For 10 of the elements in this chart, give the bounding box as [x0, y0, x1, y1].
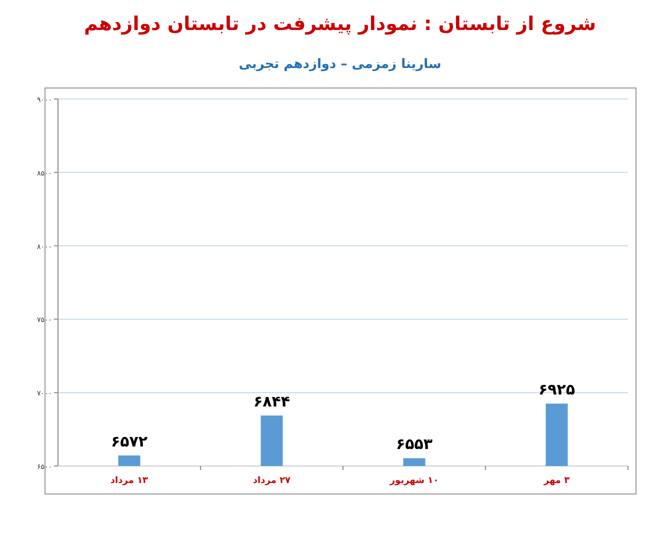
- x-tick-label: ۱۳ مرداد: [110, 476, 149, 486]
- x-tick-label: ۳ مهر: [542, 476, 570, 486]
- x-tick-label: ۲۷ مرداد: [252, 476, 292, 486]
- data-label: ۶۵۵۳: [396, 435, 433, 454]
- data-label: ۶۵۷۲: [110, 432, 148, 450]
- chart-title: شروع از تابستان : نمودار پیشرفت در تابستان دوازدهم: [84, 13, 596, 35]
- chart-subtitle: سارینا زمزمی – دوازدهم تجربی: [238, 57, 442, 72]
- data-label: ۶۸۴۴: [253, 392, 290, 410]
- data-label: ۶۹۲۵: [538, 380, 576, 399]
- x-tick-label: ۱۰ شهریور: [388, 476, 439, 486]
